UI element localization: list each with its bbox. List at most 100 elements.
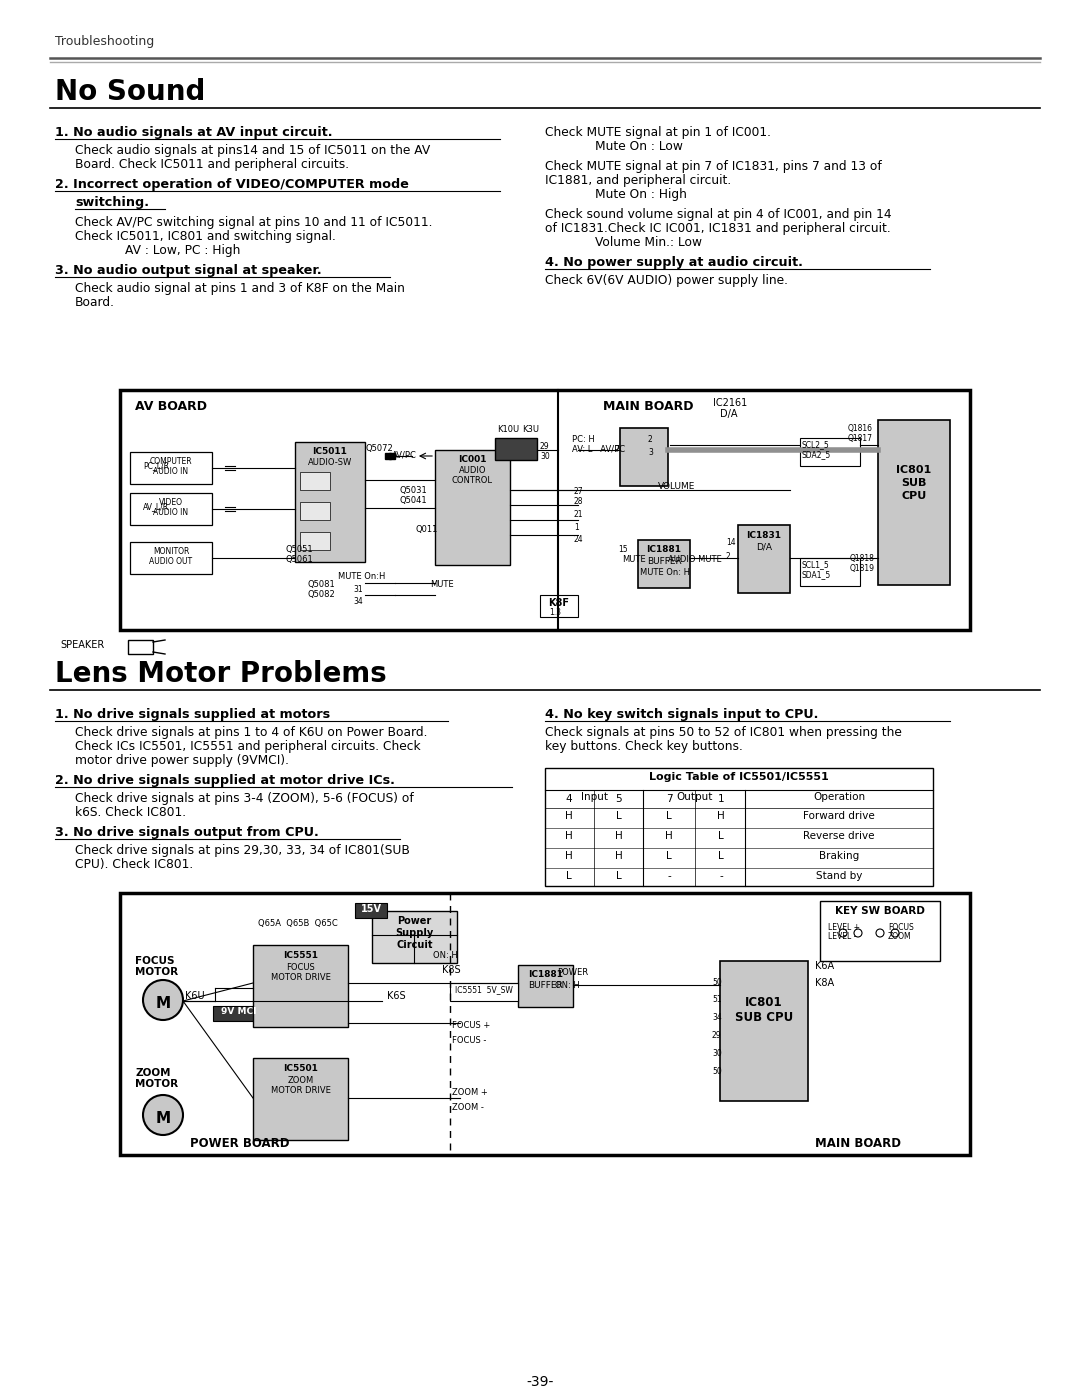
Text: MUTE On: H: MUTE On: H [640,569,690,577]
Text: SDA1_5: SDA1_5 [802,570,832,578]
Text: MOTOR DRIVE: MOTOR DRIVE [271,972,330,982]
Text: Board.: Board. [75,296,114,309]
Text: LEVEL -: LEVEL - [828,932,856,942]
Text: K8A: K8A [815,978,834,988]
Text: SPEAKER: SPEAKER [60,640,105,650]
Text: VIDEO
AUDIO IN: VIDEO AUDIO IN [153,497,189,517]
Bar [545,768,933,886]
Text: Check ICs IC5501, IC5551 and peripheral circuits. Check: Check ICs IC5501, IC5551 and peripheral … [75,740,420,753]
Text: 4. No power supply at audio circuit.: 4. No power supply at audio circuit. [545,256,802,270]
Text: Braking: Braking [819,851,859,861]
Text: Input: Input [581,792,607,802]
Text: PC: H: PC: H [572,434,595,444]
Text: POWER BOARD: POWER BOARD [190,1137,289,1150]
Text: AUDIO MUTE: AUDIO MUTE [669,555,721,564]
Text: Check MUTE signal at pin 7 of IC1831, pins 7 and 13 of: Check MUTE signal at pin 7 of IC1831, pi… [545,161,881,173]
Text: Q5081: Q5081 [308,580,336,590]
Text: 2. Incorrect operation of VIDEO/COMPUTER mode: 2. Incorrect operation of VIDEO/COMPUTER… [55,177,409,191]
Text: MAIN BOARD: MAIN BOARD [815,1137,901,1150]
Text: No Sound: No Sound [55,78,205,106]
Text: Q5051: Q5051 [286,545,313,555]
Text: Q011: Q011 [415,525,437,534]
Text: Check drive signals at pins 29,30, 33, 34 of IC801(SUB: Check drive signals at pins 29,30, 33, 3… [75,844,410,856]
Bar [800,557,860,585]
Text: POWER: POWER [557,968,589,977]
Text: 14: 14 [726,538,735,548]
Text: ZOOM: ZOOM [135,1067,171,1078]
Circle shape [839,929,847,937]
Text: Q65A  Q65B  Q65C: Q65A Q65B Q65C [258,919,338,928]
Text: Lens Motor Problems: Lens Motor Problems [55,659,387,687]
Text: H: H [565,831,572,841]
Text: AV/PC: AV/PC [392,451,417,460]
Bar [130,542,212,574]
Text: Check IC5011, IC801 and switching signal.: Check IC5011, IC801 and switching signal… [75,231,336,243]
Bar [518,965,573,1007]
Bar [638,541,690,588]
Text: 1: 1 [718,793,725,805]
Text: Check AV/PC switching signal at pins 10 and 11 of IC5011.: Check AV/PC switching signal at pins 10 … [75,217,432,229]
Text: L: L [666,812,672,821]
Text: IC5551: IC5551 [283,951,318,960]
Bar [540,595,578,617]
Text: Logic Table of IC5501/IC5551: Logic Table of IC5501/IC5551 [649,773,828,782]
Text: 15: 15 [618,545,627,555]
Text: 1.3: 1.3 [549,608,561,617]
Text: 50: 50 [712,1067,721,1076]
Text: motor drive power supply (9VMCI).: motor drive power supply (9VMCI). [75,754,289,767]
Text: 34: 34 [353,597,363,606]
Text: Mute On : High: Mute On : High [595,189,687,201]
Text: 1: 1 [573,522,579,532]
Text: Q5082: Q5082 [308,590,336,599]
Text: D/A: D/A [756,542,772,550]
Bar [130,493,212,525]
Circle shape [143,1095,183,1134]
Text: 30: 30 [540,453,550,461]
Text: 3. No audio output signal at speaker.: 3. No audio output signal at speaker. [55,264,322,277]
Text: CPU: CPU [902,490,927,502]
Text: 15V: 15V [361,904,381,914]
Bar [820,901,940,961]
Text: K6U: K6U [185,990,204,1002]
Bar [372,911,457,963]
Text: Reverse drive: Reverse drive [804,831,875,841]
Text: K10U: K10U [497,425,519,434]
Text: IC1881, and peripheral circuit.: IC1881, and peripheral circuit. [545,175,731,187]
Text: 27: 27 [573,488,583,496]
Text: Q1816: Q1816 [848,425,873,433]
Text: 3. No drive signals output from CPU.: 3. No drive signals output from CPU. [55,826,319,840]
Text: AUDIO: AUDIO [459,467,486,475]
Text: Check audio signals at pins14 and 15 of IC5011 on the AV: Check audio signals at pins14 and 15 of … [75,144,430,156]
Text: FOCUS: FOCUS [135,956,175,965]
Text: 29: 29 [540,441,550,451]
Text: IC001: IC001 [458,455,487,464]
Text: D/A: D/A [720,409,738,419]
Text: Q5041: Q5041 [400,496,428,504]
Text: MOTOR: MOTOR [135,1078,178,1090]
Text: 2: 2 [648,434,652,444]
Bar [130,453,212,483]
Text: MUTE: MUTE [430,580,454,590]
Text: 5: 5 [616,793,622,805]
Text: 50: 50 [712,978,721,988]
Text: MAIN BOARD: MAIN BOARD [603,400,693,414]
Text: FOCUS -: FOCUS - [453,1037,486,1045]
Bar [120,893,970,1155]
Text: Check drive signals at pins 3-4 (ZOOM), 5-6 (FOCUS) of: Check drive signals at pins 3-4 (ZOOM), … [75,792,414,805]
Text: IC801: IC801 [745,996,783,1009]
Text: K8F: K8F [549,598,569,608]
Text: IC5011: IC5011 [312,447,348,455]
Text: AV_L/R: AV_L/R [143,502,170,511]
Text: ZOOM -: ZOOM - [453,1104,484,1112]
Text: MUTE On:H: MUTE On:H [338,571,386,581]
Text: 34: 34 [712,1013,721,1023]
Bar [300,472,330,490]
Bar [495,439,537,460]
Text: 2. No drive signals supplied at motor drive ICs.: 2. No drive signals supplied at motor dr… [55,774,395,787]
Text: Check 6V(6V AUDIO) power supply line.: Check 6V(6V AUDIO) power supply line. [545,274,788,286]
Text: H: H [616,851,623,861]
Text: K6A: K6A [815,961,834,971]
Text: IC801: IC801 [896,465,932,475]
Text: Q1819: Q1819 [850,564,875,573]
Text: L: L [718,831,724,841]
